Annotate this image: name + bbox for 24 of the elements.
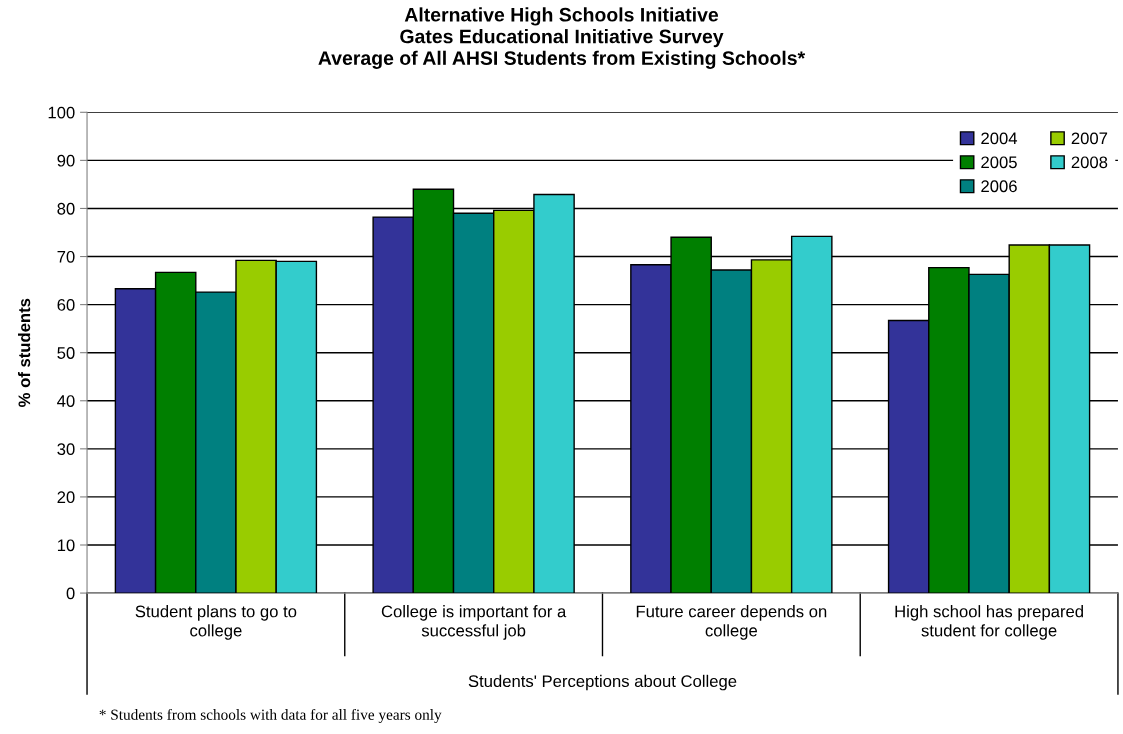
legend-label: 2007	[1071, 132, 1108, 145]
y-tick-label: 90	[57, 154, 75, 167]
y-tick-label: 70	[57, 250, 75, 263]
y-tick-label: 20	[57, 491, 75, 504]
legend-label: 2008	[1071, 156, 1108, 169]
chart-title: Alternative High Schools Initiative Gates Educational Initiative Survey Average of All AHSI Students from Existing Schools*	[318, 7, 806, 69]
y-tick-label: 40	[57, 395, 75, 407]
legend-label: 2006	[981, 180, 1017, 193]
y-tick-label: 60	[57, 299, 75, 311]
y-tick-label: 0	[66, 587, 75, 600]
x-tick-label: Student plans to go to college	[135, 605, 297, 640]
legend-label: 2005	[981, 156, 1017, 169]
y-axis-title: % of students	[18, 298, 31, 407]
x-tick-label: College is important for a successful job	[381, 605, 567, 640]
text: * Students from schools with data for all five years only	[99, 708, 442, 723]
y-tick-label: 80	[57, 202, 75, 215]
x-axis-title: Students' Perceptions about College	[468, 674, 737, 691]
x-tick-label: High school has prepared student for college	[895, 605, 1083, 640]
legend-label: 2004	[981, 132, 1018, 145]
y-tick-label: 50	[57, 347, 75, 359]
y-tick-label: 100	[48, 106, 75, 119]
y-tick-label: 30	[57, 443, 75, 456]
x-tick-label: Future career depends on college	[636, 605, 827, 640]
y-tick-label: 10	[57, 539, 75, 552]
